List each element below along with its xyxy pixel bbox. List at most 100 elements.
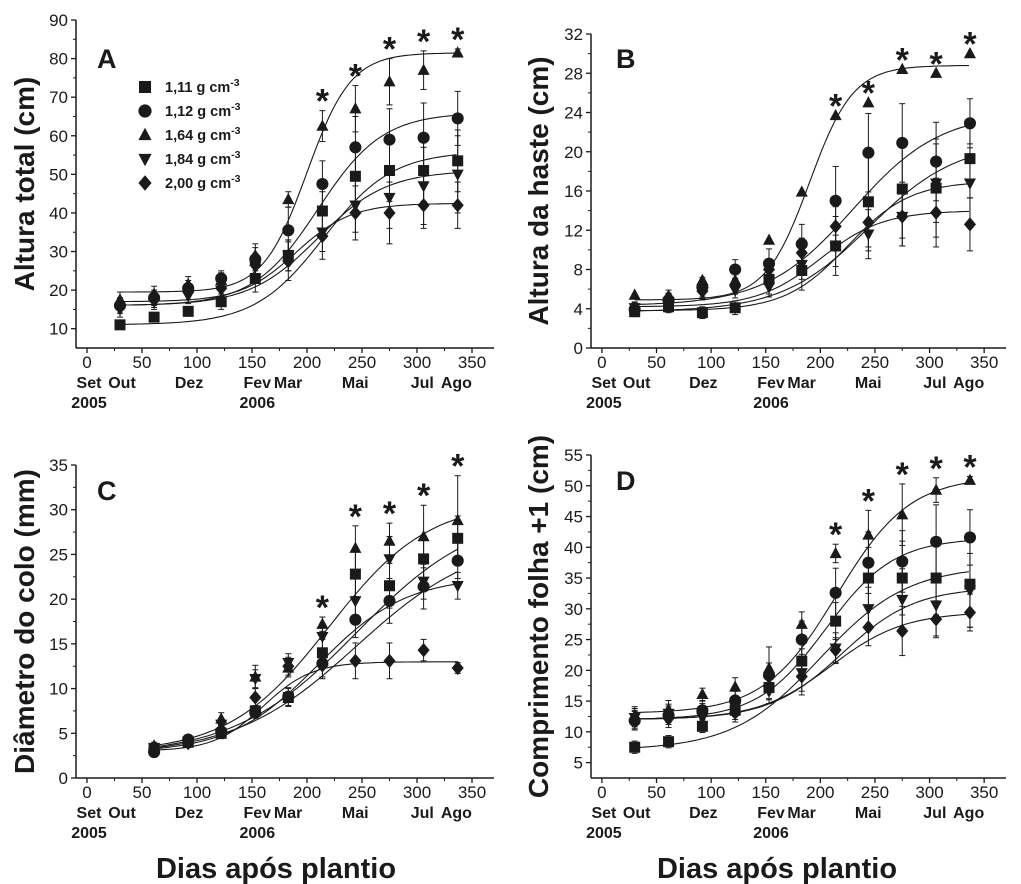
data-point-circle (930, 535, 943, 548)
data-point-diamond (215, 281, 228, 296)
x-tick-label: 100 (183, 783, 211, 802)
data-point-circle (829, 194, 842, 207)
data-point-triangle-up (696, 687, 709, 700)
x-tick-label: 150 (238, 783, 266, 802)
data-point-diamond (182, 284, 195, 300)
significance-star: * (862, 75, 876, 113)
significance-star: * (417, 477, 431, 515)
data-point-diamond (282, 659, 295, 674)
data-point-triangle-up (696, 273, 709, 285)
month-label: Jul (411, 375, 434, 392)
data-point-triangle-up (451, 46, 464, 58)
data-point-triangle-up (762, 233, 776, 245)
data-point-diamond (729, 279, 742, 294)
data-point-triangle-down (762, 282, 776, 294)
data-point-diamond (795, 669, 808, 684)
data-point-triangle-up (829, 108, 842, 121)
data-point-diamond (795, 245, 808, 260)
y-tick-label: 35 (49, 456, 68, 475)
y-tick-label: 10 (49, 320, 68, 339)
y-tick-label: 30 (564, 600, 583, 619)
significance-star: * (896, 456, 910, 494)
x-tick-label: 50 (647, 783, 666, 802)
legend-label: 2,00 g cm-3 (165, 173, 241, 192)
year-label: 2005 (586, 395, 622, 412)
data-point-square (629, 741, 641, 753)
y-tick-label: 5 (59, 724, 68, 743)
legend-exponent: -3 (231, 101, 240, 113)
data-point-square (182, 305, 194, 317)
data-point-circle (282, 224, 295, 237)
data-point-triangle-up (829, 546, 842, 559)
y-tick-label: 28 (564, 64, 583, 83)
data-point-triangle-up (383, 75, 396, 87)
month-label: Jul (923, 375, 946, 392)
data-point-triangle-down (417, 576, 430, 588)
data-point-triangle-down (383, 554, 396, 566)
y-tick-label: 20 (564, 661, 583, 680)
significance-star: * (896, 41, 910, 79)
data-point-triangle-up (349, 102, 362, 114)
y-axis-title: Altura da haste (cm) (523, 56, 554, 325)
panel-letter: C (97, 476, 117, 506)
data-point-diamond (113, 298, 127, 313)
data-point-diamond (182, 735, 195, 751)
data-point-diamond (662, 711, 675, 726)
panel-b: 0 4 8 12 16 20 24 28 32 0 50 100 150 200 250 300 350 Set O… (523, 25, 1006, 412)
y-tick-label: 15 (49, 635, 68, 654)
y-tick-label: 10 (564, 723, 583, 742)
data-point-square (696, 307, 708, 319)
month-label: Ago (441, 805, 472, 822)
y-tick-label: 24 (564, 104, 583, 123)
data-point-triangle-up (282, 192, 295, 205)
significance-star: * (417, 23, 431, 61)
x-tick-label: 250 (348, 783, 376, 802)
month-label: Fev (244, 805, 272, 822)
data-point-triangle-up (417, 63, 430, 75)
fit-curve-square (154, 548, 458, 748)
data-point-circle (829, 586, 842, 599)
data-point-triangle-up (215, 273, 228, 286)
data-point-diamond (628, 301, 641, 316)
y-tick-label: 50 (49, 165, 68, 184)
month-label: Jul (411, 805, 434, 822)
x-tick-label: 300 (403, 353, 431, 372)
significance-star: * (862, 482, 876, 520)
data-point-diamond (963, 605, 977, 620)
y-tick-label: 4 (574, 300, 583, 319)
month-label: Set (77, 805, 103, 822)
year-label: 2006 (753, 825, 789, 842)
month-label: Mai (342, 375, 369, 392)
month-label: Fev (757, 805, 785, 822)
x-tick-label: 300 (403, 783, 431, 802)
legend-label: 1,84 g cm-3 (165, 149, 241, 168)
data-point-circle (282, 690, 295, 703)
month-label: Fev (244, 375, 272, 392)
data-point-triangle-up (862, 96, 875, 108)
x-tick-label: 250 (861, 353, 889, 372)
y-tick-label: 70 (49, 88, 68, 107)
month-label: Set (77, 375, 103, 392)
data-point-diamond (696, 283, 709, 299)
legend-label: 1,11 g cm-3 (165, 77, 240, 96)
month-label: Mar (787, 805, 815, 822)
legend-exponent: -3 (230, 77, 239, 89)
month-label: Ago (953, 805, 984, 822)
data-point-triangle-down (829, 242, 842, 254)
significance-star: * (963, 449, 977, 487)
month-label: Ago (953, 375, 984, 392)
y-tick-label: 60 (49, 127, 68, 146)
data-point-triangle-up (451, 513, 464, 526)
y-axis-title: Comprimento folha +1 (cm) (523, 435, 554, 798)
data-point-circle (963, 117, 977, 130)
data-point-triangle-down (316, 632, 329, 644)
month-label: Out (623, 375, 651, 392)
data-point-diamond (451, 660, 464, 676)
x-tick-label: 350 (970, 783, 998, 802)
panel-letter: A (97, 44, 117, 74)
data-point-diamond (896, 623, 909, 639)
data-point-diamond (148, 292, 161, 307)
month-label: Mar (274, 805, 302, 822)
significance-star: * (829, 516, 843, 554)
